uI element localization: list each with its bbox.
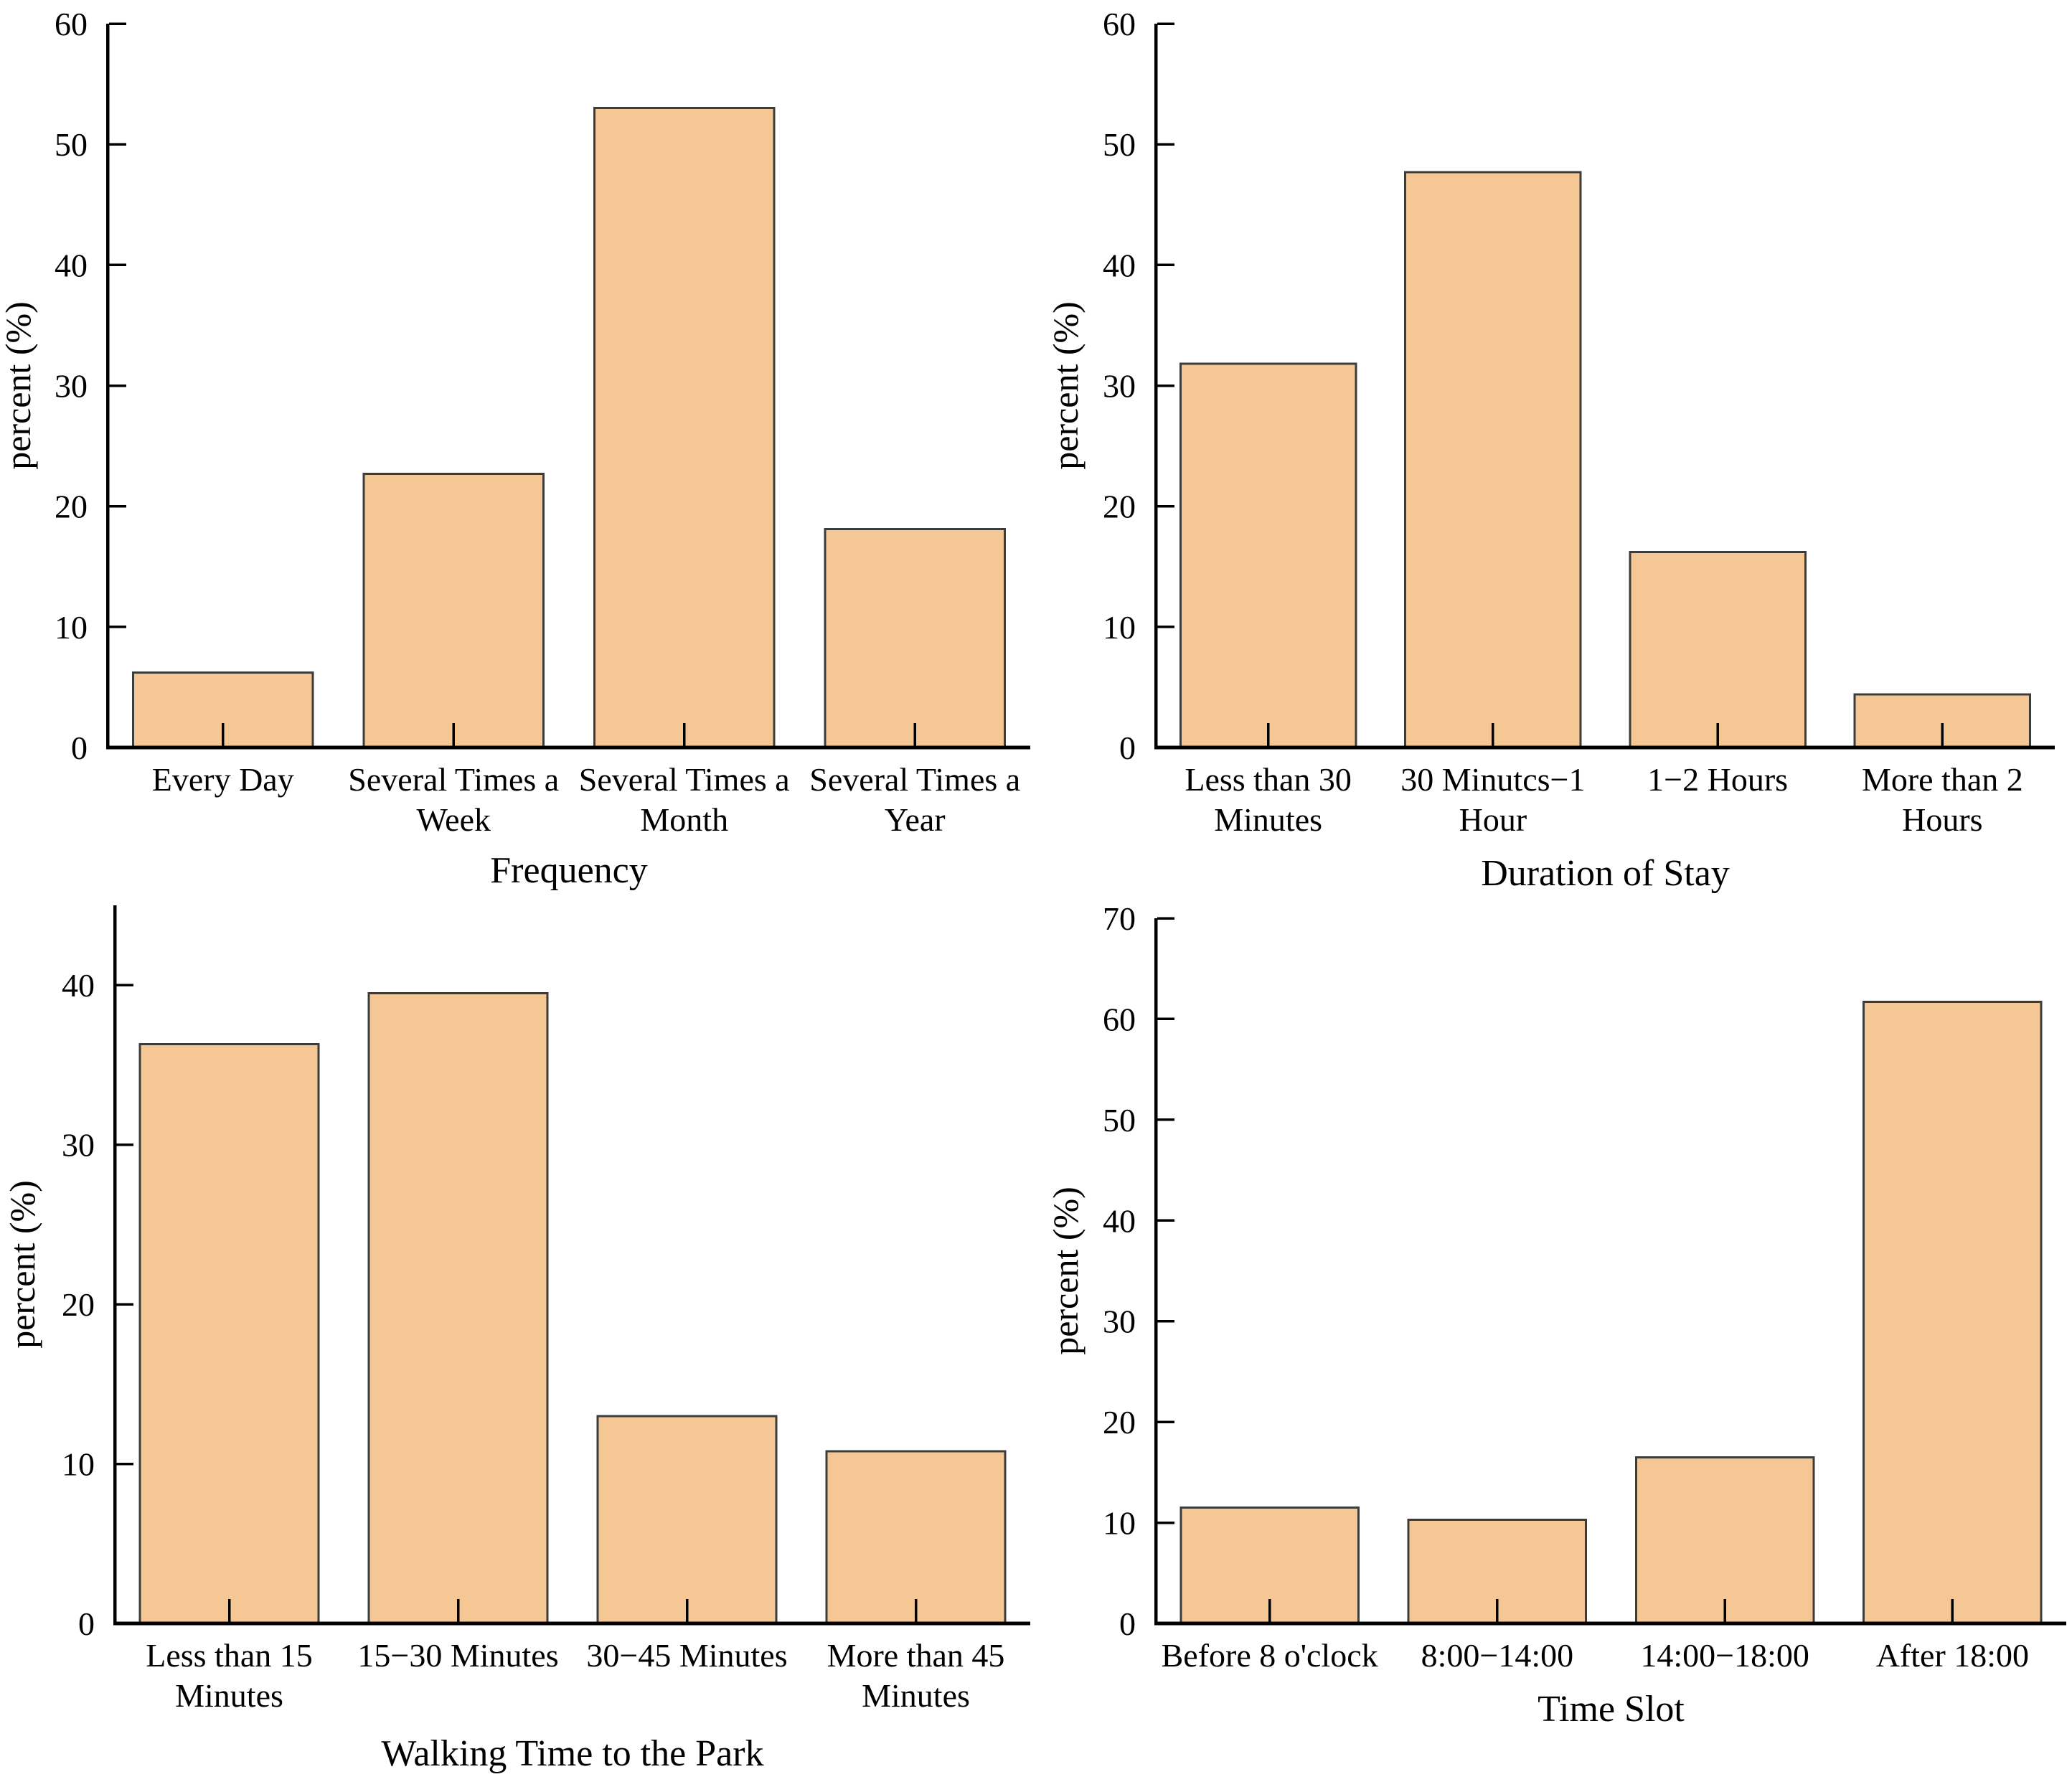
bar-frequency-2 <box>593 107 776 749</box>
y-tick-label: 50 <box>55 126 88 163</box>
x-category-label: Less than 30 <box>1185 761 1352 798</box>
x-category-label: Several Times a <box>579 761 790 798</box>
bar-frequency-1 <box>362 472 545 749</box>
bar-walking-time-to-the-park-0 <box>138 1043 320 1625</box>
y-tick-label: 60 <box>1103 6 1136 42</box>
x-axis-title: Duration of Stay <box>1481 853 1730 893</box>
y-tick-label: 30 <box>1103 368 1136 405</box>
y-tick-label: 20 <box>1103 489 1136 525</box>
y-tick-label: 70 <box>1103 900 1136 937</box>
y-tick-label: 20 <box>55 489 88 525</box>
y-tick-label: 40 <box>62 967 95 1004</box>
x-category-label: Hours <box>1902 801 1982 838</box>
bar-duration-of-stay-1 <box>1404 171 1582 749</box>
y-tick-label: 0 <box>71 730 88 766</box>
y-tick-label: 0 <box>1119 1606 1136 1642</box>
y-tick-label: 40 <box>1103 1202 1136 1239</box>
y-tick-label: 10 <box>1103 609 1136 646</box>
x-category-label: Week <box>416 801 491 838</box>
bar-duration-of-stay-2 <box>1629 551 1807 749</box>
chart-cell-duration-of-stay: 0 10 20 30 40 50 60 Less than 30 Minutes 30 Minut… <box>1036 0 2072 893</box>
x-category-label: 1−2 Hours <box>1647 761 1788 798</box>
y-axis-title: percent (%) <box>0 301 38 470</box>
bar-walking-time-to-the-park-1 <box>367 991 549 1625</box>
x-category-label: Several Times a <box>348 761 559 798</box>
y-tick-label: 40 <box>1103 247 1136 283</box>
y-tick-label: 30 <box>1103 1303 1136 1340</box>
x-category-label: Several Times a <box>809 761 1020 798</box>
x-category-label: Minutes <box>175 1677 283 1714</box>
x-category-label: Minutes <box>1214 801 1322 838</box>
time-slot-bar-chart: 0 10 20 30 40 50 60 70 Before 8 o'clock 8:00−14:0… <box>1045 900 2066 1730</box>
x-axis-title: Frequency <box>490 850 647 891</box>
bar-duration-of-stay-0 <box>1179 362 1357 749</box>
y-axis-title: percent (%) <box>1045 1187 1086 1355</box>
chart-cell-time-slot: 0 10 20 30 40 50 60 70 Before 8 o'clock 8:00−14:0… <box>1036 893 2072 1787</box>
x-category-label: More than 45 <box>827 1637 1005 1674</box>
x-category-label: 14:00−18:00 <box>1640 1637 1809 1674</box>
y-tick-label: 40 <box>55 247 88 283</box>
x-category-label: Before 8 o'clock <box>1162 1637 1378 1674</box>
x-category-label: Year <box>885 801 946 838</box>
y-tick-label: 20 <box>62 1286 95 1323</box>
y-tick-label: 30 <box>55 368 88 405</box>
bar-walking-time-to-the-park-2 <box>596 1415 778 1625</box>
y-tick-label: 0 <box>1119 730 1136 766</box>
x-axis-title: Time Slot <box>1537 1689 1685 1730</box>
y-axis-title: percent (%) <box>2 1180 42 1349</box>
bar-walking-time-to-the-park-3 <box>825 1450 1007 1625</box>
y-axis-title: percent (%) <box>1045 301 1086 470</box>
y-tick-label: 30 <box>62 1127 95 1164</box>
x-category-label: 15−30 Minutes <box>357 1637 558 1674</box>
bar-time-slot-2 <box>1634 1456 1815 1625</box>
y-tick-label: 50 <box>1103 126 1136 163</box>
y-tick-label: 50 <box>1103 1102 1136 1138</box>
x-axis-title: Walking Time to the Park <box>381 1733 763 1774</box>
bar-time-slot-3 <box>1863 1001 2043 1625</box>
y-tick-label: 10 <box>1103 1505 1136 1542</box>
y-tick-label: 20 <box>1103 1404 1136 1441</box>
x-category-label: 30−45 Minutes <box>586 1637 787 1674</box>
chart-cell-walking-time: 0 10 20 30 40 Less than 15 Minutes 15−30 Minute… <box>0 893 1036 1787</box>
chart-cell-frequency: 0 10 20 30 40 50 60 Every Day Several Times a Wee… <box>0 0 1036 893</box>
x-category-label: Minutes <box>862 1677 970 1714</box>
y-tick-label: 10 <box>62 1446 95 1483</box>
x-category-label: Month <box>640 801 728 838</box>
y-tick-label: 10 <box>55 609 88 646</box>
y-tick-label: 60 <box>1103 1001 1136 1037</box>
y-tick-label: 60 <box>55 6 88 42</box>
bar-frequency-3 <box>824 528 1007 749</box>
x-category-label: More than 2 <box>1862 761 2023 798</box>
y-tick-label: 0 <box>78 1606 95 1642</box>
x-category-label: 8:00−14:00 <box>1421 1637 1574 1674</box>
x-category-label: Every Day <box>152 761 294 798</box>
x-category-label: Less than 15 <box>146 1637 313 1674</box>
x-category-label: After 18:00 <box>1876 1637 2029 1674</box>
x-category-label: Hour <box>1459 801 1527 838</box>
x-category-label: 30 Minutcs−1 <box>1400 761 1585 798</box>
